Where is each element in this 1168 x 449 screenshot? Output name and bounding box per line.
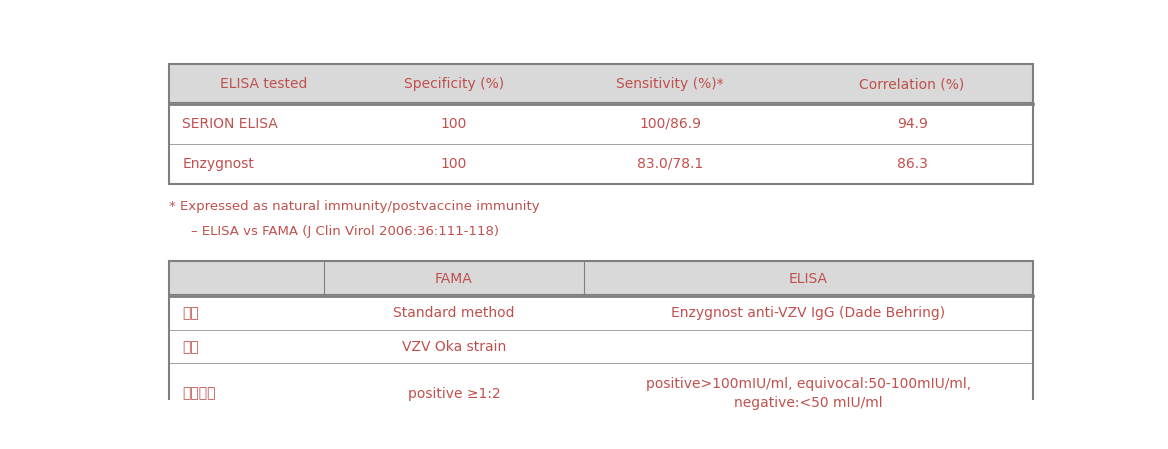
Bar [168,64,1033,184]
Text: positive ≥1:2: positive ≥1:2 [408,387,500,401]
Bar [168,64,1033,104]
Text: Enzygnost anti-VZV IgG (Dade Behring): Enzygnost anti-VZV IgG (Dade Behring) [672,306,945,320]
Text: FAMA: FAMA [434,272,473,286]
Text: Sensitivity (%)*: Sensitivity (%)* [617,77,724,91]
Text: VZV Oka strain: VZV Oka strain [402,340,506,354]
Text: 94.9: 94.9 [897,117,927,131]
Text: SERION ELISA: SERION ELISA [182,117,278,131]
Text: * Expressed as natural immunity/postvaccine immunity: * Expressed as natural immunity/postvacc… [168,199,540,212]
Text: 100: 100 [440,117,467,131]
Text: Standard method: Standard method [394,306,515,320]
Text: Correlation (%): Correlation (%) [860,77,965,91]
Bar [168,261,1033,424]
Text: – ELISA vs FAMA (J Clin Virol 2006:36:111-118): – ELISA vs FAMA (J Clin Virol 2006:36:11… [192,225,499,238]
Text: 100/86.9: 100/86.9 [639,117,701,131]
Text: 항원: 항원 [182,340,199,354]
Text: 100: 100 [440,157,467,171]
Text: 86.3: 86.3 [897,157,927,171]
Bar [168,261,1033,296]
Text: positive>100mIU/ml, equivocal:50-100mIU/ml,
negative:<50 mIU/ml: positive>100mIU/ml, equivocal:50-100mIU/… [646,377,971,410]
Text: 83.0/78.1: 83.0/78.1 [637,157,703,171]
Text: 방법: 방법 [182,306,199,320]
Text: ELISA: ELISA [788,272,828,286]
Text: Enzygnost: Enzygnost [182,157,255,171]
Text: ELISA tested: ELISA tested [220,77,307,91]
Text: 결과분석: 결과분석 [182,387,216,401]
Text: Specificity (%): Specificity (%) [404,77,503,91]
